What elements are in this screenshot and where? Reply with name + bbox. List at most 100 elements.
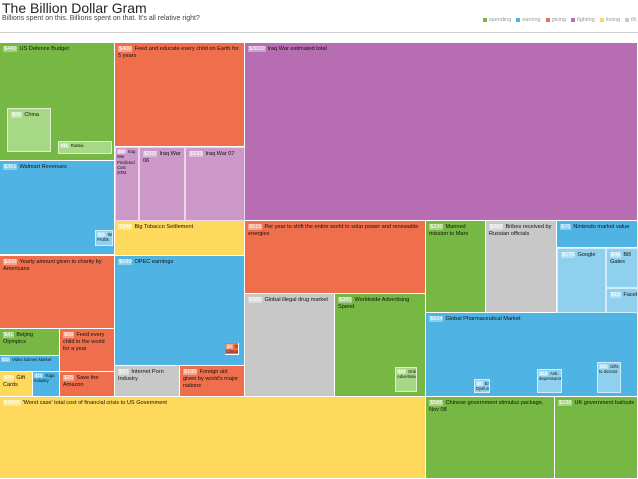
tile-value: $18 [34, 373, 43, 378]
tile-name: Manned mission to Mars [429, 224, 469, 237]
tile-label: $50 Iraq War Predicted Cost 2003 [117, 149, 136, 175]
tile-name: 'Worst case' total cost of financial cri… [22, 400, 167, 406]
tile-label: $68 Feed every child in the world for a y… [63, 332, 112, 353]
page-subtitle: Billions spent on this. Billions spent o… [2, 15, 200, 22]
tile-erectile-dysfunction: $4Erectile Dysfunction [474, 379, 490, 393]
tile-label: $133 Iraq War 07 [189, 151, 242, 158]
tile-name: Facebook [623, 292, 637, 298]
tile-name: Feed and educate every child on Earth fo… [118, 46, 239, 59]
tile-value: $586 [429, 400, 444, 406]
tile-label: $351 Walmart Revenues [3, 164, 112, 171]
tile-name: Save the Amazon [63, 375, 99, 388]
tile-label: $41 Beijing Olympics [3, 332, 57, 346]
tile-big-tobacco-settlement: $246 Big Tobacco Settlement [115, 221, 245, 256]
legend-swatch [482, 17, 487, 22]
tile-value: $175 [561, 252, 576, 258]
tile-label: $100 Foreign aid given by world's major n… [183, 369, 242, 390]
tile-value: $25 [3, 375, 15, 381]
legend-label: fighting [576, 16, 595, 23]
tile-global-illegal-drug-market: $300 Global illegal drug market [245, 294, 335, 397]
tile-label: $586 Chinese government stimulus package,… [429, 400, 552, 414]
tile-label: $3OPEC Climate Change Fund [226, 344, 239, 355]
tile-iraq-war-estimated-total: $3000 Iraq War estimated total [245, 43, 638, 221]
tile-name: Iraq War Predicted Cost 2003 [117, 149, 136, 175]
tile-value: $97 [118, 369, 130, 375]
tile-value: $236 [558, 400, 573, 406]
tile-value: $21 [599, 364, 608, 369]
tile-value: $11 [97, 232, 106, 237]
tile-name: Internet Porn Industry [118, 369, 164, 382]
tile-value: $3 [226, 344, 233, 349]
legend: spending earning giving fighting losing illi [482, 15, 636, 24]
tile-label: $300 Yearly amount given to charity by Am… [3, 259, 112, 273]
tile-value: $3000 [248, 46, 266, 52]
tile-value: $32 [1, 357, 10, 362]
legend-swatch [545, 17, 550, 22]
tile-manned-mission-to-mars: $230 Manned mission to Mars [426, 221, 486, 313]
tile-uk-government-bailouts: $236 UK government bailouts [555, 397, 638, 479]
tile-iraq-war-07: $133 Iraq War 07 [185, 147, 245, 221]
tile-value: $102 [143, 151, 158, 157]
tile-value: $4 [476, 381, 483, 386]
tile-name: Iraq War 07 [205, 151, 235, 157]
legend-label: illi [631, 16, 636, 23]
tile-anti-depressants: $13 Anti-depressants [537, 369, 562, 393]
tile-name: Beijing Olympics [3, 332, 34, 345]
tile-iraq-war-predicted-cost-2003: $50 Iraq War Predicted Cost 2003 [115, 147, 139, 221]
tile-internet-porn-industry: $97 Internet Porn Industry [115, 366, 180, 397]
tile-per-year-to-shift-the-entire-world-to-so: $515 Per year to shift the entire world t… [245, 221, 426, 294]
tile-name: Chinese government stimulus package, Nov… [429, 400, 544, 413]
tile-worst-case-total-cost-of-financial-crisi: $7000 'Worst case' total cost of financia… [0, 397, 426, 479]
tile-feed-every-child-in-the-world-for-a-year: $68 Feed every child in the world for a y… [60, 329, 115, 372]
page-title: The Billion Dollar Gram [2, 0, 147, 16]
tile-name: OPEC Climate Change Fund [226, 344, 239, 355]
tile-iraq-war-06: $102 Iraq War 06 [139, 147, 185, 221]
tile-value: $300 [3, 259, 18, 265]
legend-item-losing: losing [599, 17, 620, 23]
legend-swatch [599, 17, 604, 22]
legend-label: earning [522, 16, 541, 23]
tile-value: $246 [118, 224, 133, 230]
tile-value: $46 [610, 252, 622, 258]
tile-name: Nintendo market value [573, 224, 630, 230]
tile-video-games-market: $32 Video Games Market [0, 356, 60, 372]
tile-gift-cards: $25 Gift Cards [0, 372, 33, 397]
tile-value: $440 [3, 46, 18, 52]
tile-feed-and-educate-every-child-on-earth-fo: $400 Feed and educate every child on Eart… [115, 43, 245, 147]
tile-value: $11 [60, 143, 69, 148]
tile-label: $21 Gifts to doctors [599, 364, 619, 375]
legend-swatch [570, 17, 575, 22]
legend-swatch [516, 17, 521, 22]
legend-item-spending: spending [482, 17, 511, 23]
tile-name: Erectile Dysfunction [476, 381, 490, 392]
tile-name: Iraq War 06 [143, 151, 181, 164]
tile-label: $634 Global Pharmaceutical Market [429, 316, 635, 323]
tile-label: $97 Internet Porn Industry [118, 369, 177, 383]
tile-label: $300 Bribes received by Russian officials [489, 224, 554, 238]
tile-russia: $11 Russia [58, 141, 112, 154]
tile-label: $230 Manned mission to Mars [429, 224, 483, 238]
tile-label: $76 Nintendo market value [560, 224, 635, 231]
tile-name: Foreign aid given by world's major natio… [183, 369, 239, 389]
tile-value: $20 [397, 369, 406, 374]
tile-value: $590 [118, 259, 133, 265]
tile-label: $13 Anti-depressants [539, 371, 561, 382]
tile-label: $11 Russia [60, 143, 109, 148]
tile-yearly-amount-given-to-charity-by-americ: $300 Yearly amount given to charity by Am… [0, 256, 115, 329]
tile-name: Per year to shift the entire world to so… [248, 224, 419, 237]
tile-bill-gates: $46 Bill Gates [606, 248, 638, 288]
tile-name: Gifts to doctors [599, 364, 619, 375]
tile-name: Yearly amount given to charity by Americ… [3, 259, 102, 272]
tile-chinese-government-stimulus-package-nov-: $586 Chinese government stimulus package,… [426, 397, 555, 479]
tile-value: $300 [248, 297, 263, 303]
tile-name: Global Pharmaceutical Market [445, 316, 521, 322]
tile-label: $18 Yoga Industry [34, 373, 57, 384]
tile-name: Worldwide Advertising Spend [338, 297, 410, 310]
tile-value: $15 [610, 292, 622, 298]
tile-value: $13 [539, 371, 548, 376]
tile-google: $175 Google [557, 248, 606, 313]
legend-item-fighting: fighting [570, 16, 595, 23]
tile-value: $634 [429, 316, 444, 322]
tile-value: $351 [3, 164, 18, 170]
